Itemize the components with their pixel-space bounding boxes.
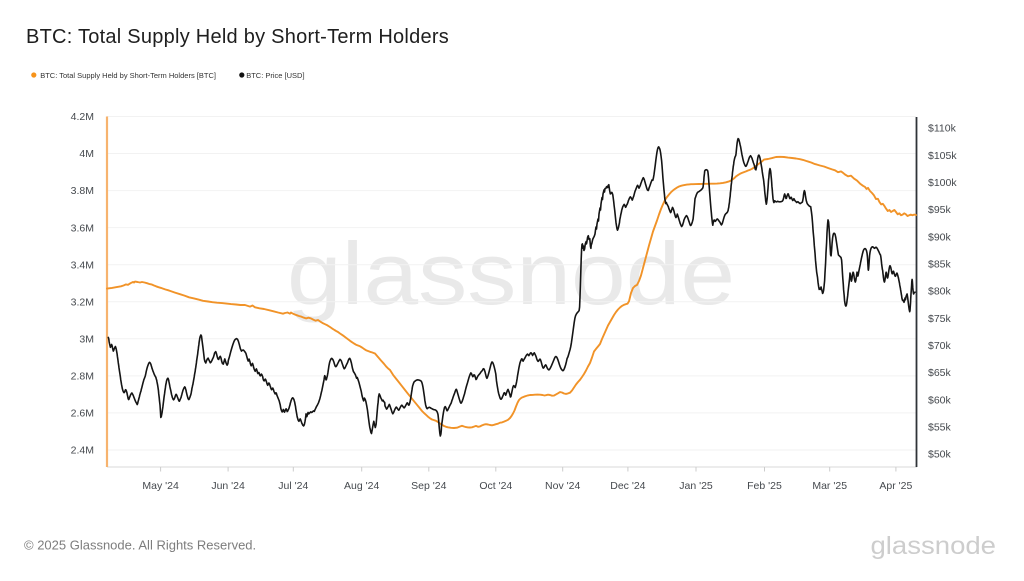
svg-text:$90k: $90k [928, 231, 952, 243]
svg-text:Feb '25: Feb '25 [747, 480, 782, 492]
svg-text:$110k: $110k [928, 123, 957, 135]
svg-text:© 2025 Glassnode. All Rights R: © 2025 Glassnode. All Rights Reserved. [24, 538, 256, 553]
svg-text:3.4M: 3.4M [71, 259, 94, 271]
svg-text:Sep '24: Sep '24 [411, 480, 446, 492]
svg-text:Apr '25: Apr '25 [879, 480, 912, 492]
svg-text:$60k: $60k [928, 394, 952, 406]
svg-text:$50k: $50k [928, 449, 952, 461]
svg-text:4M: 4M [79, 148, 94, 160]
svg-text:3M: 3M [79, 333, 94, 345]
svg-text:$70k: $70k [928, 340, 952, 352]
svg-text:2.4M: 2.4M [71, 445, 94, 457]
svg-text:2.8M: 2.8M [71, 370, 94, 382]
svg-text:$80k: $80k [928, 286, 952, 298]
svg-text:Dec '24: Dec '24 [610, 480, 645, 492]
svg-text:$105k: $105k [928, 150, 957, 162]
svg-text:$85k: $85k [928, 258, 952, 270]
svg-text:Jan '25: Jan '25 [679, 480, 713, 492]
svg-text:$95k: $95k [928, 204, 952, 216]
svg-text:$75k: $75k [928, 313, 952, 325]
svg-text:$100k: $100k [928, 177, 957, 189]
svg-text:Mar '25: Mar '25 [812, 480, 847, 492]
svg-text:3.8M: 3.8M [71, 185, 94, 197]
svg-text:Oct '24: Oct '24 [479, 480, 512, 492]
svg-text:May '24: May '24 [142, 480, 179, 492]
svg-text:4.2M: 4.2M [71, 111, 94, 123]
svg-text:Nov '24: Nov '24 [545, 480, 580, 492]
svg-text:2.6M: 2.6M [71, 408, 94, 420]
svg-text:BTC: Total Supply Held by Shor: BTC: Total Supply Held by Short-Term Hol… [40, 71, 216, 80]
svg-text:3.2M: 3.2M [71, 296, 94, 308]
svg-text:glassnode: glassnode [871, 532, 997, 560]
svg-text:Jul '24: Jul '24 [278, 480, 308, 492]
svg-text:Jun '24: Jun '24 [211, 480, 245, 492]
svg-text:Aug '24: Aug '24 [344, 480, 379, 492]
svg-text:glassnode: glassnode [287, 224, 735, 323]
svg-text:3.6M: 3.6M [71, 222, 94, 234]
svg-text:BTC: Total Supply Held by Shor: BTC: Total Supply Held by Short-Term Hol… [26, 26, 449, 48]
svg-text:$65k: $65k [928, 367, 952, 379]
svg-text:BTC: Price [USD]: BTC: Price [USD] [246, 71, 304, 80]
svg-text:$55k: $55k [928, 421, 952, 433]
